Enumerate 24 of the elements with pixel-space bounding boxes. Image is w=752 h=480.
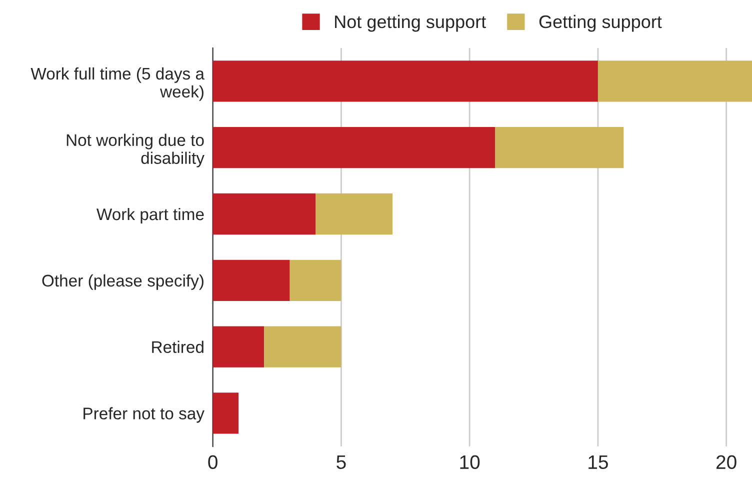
bar bbox=[212, 60, 598, 102]
legend-label: Not getting support bbox=[335, 14, 486, 32]
bar bbox=[598, 60, 752, 102]
bar bbox=[495, 127, 624, 168]
y-tick-label: Work full time (5 days a week) bbox=[30, 67, 204, 101]
bar bbox=[212, 260, 290, 301]
y-tick-label: Prefer not to say bbox=[84, 407, 204, 423]
y-tick-label: Other (please specify) bbox=[42, 274, 204, 290]
y-tick-label: Retired bbox=[152, 340, 204, 354]
x-tick-label: 5 bbox=[336, 455, 346, 470]
y-tick-label: Work part time bbox=[96, 208, 204, 224]
bar bbox=[316, 193, 393, 235]
x-tick-label: 15 bbox=[588, 455, 608, 470]
bar bbox=[212, 392, 238, 434]
legend-label: Getting support bbox=[539, 14, 662, 32]
y-tick-label: Not working due to disability bbox=[66, 134, 204, 168]
x-tick-label: 20 bbox=[716, 455, 736, 470]
x-tick-label: 10 bbox=[460, 455, 480, 470]
bar bbox=[212, 127, 496, 168]
bar bbox=[212, 326, 264, 368]
bar bbox=[212, 193, 316, 235]
bar bbox=[290, 260, 342, 301]
bar bbox=[264, 326, 342, 368]
x-tick-label: 0 bbox=[208, 455, 218, 470]
